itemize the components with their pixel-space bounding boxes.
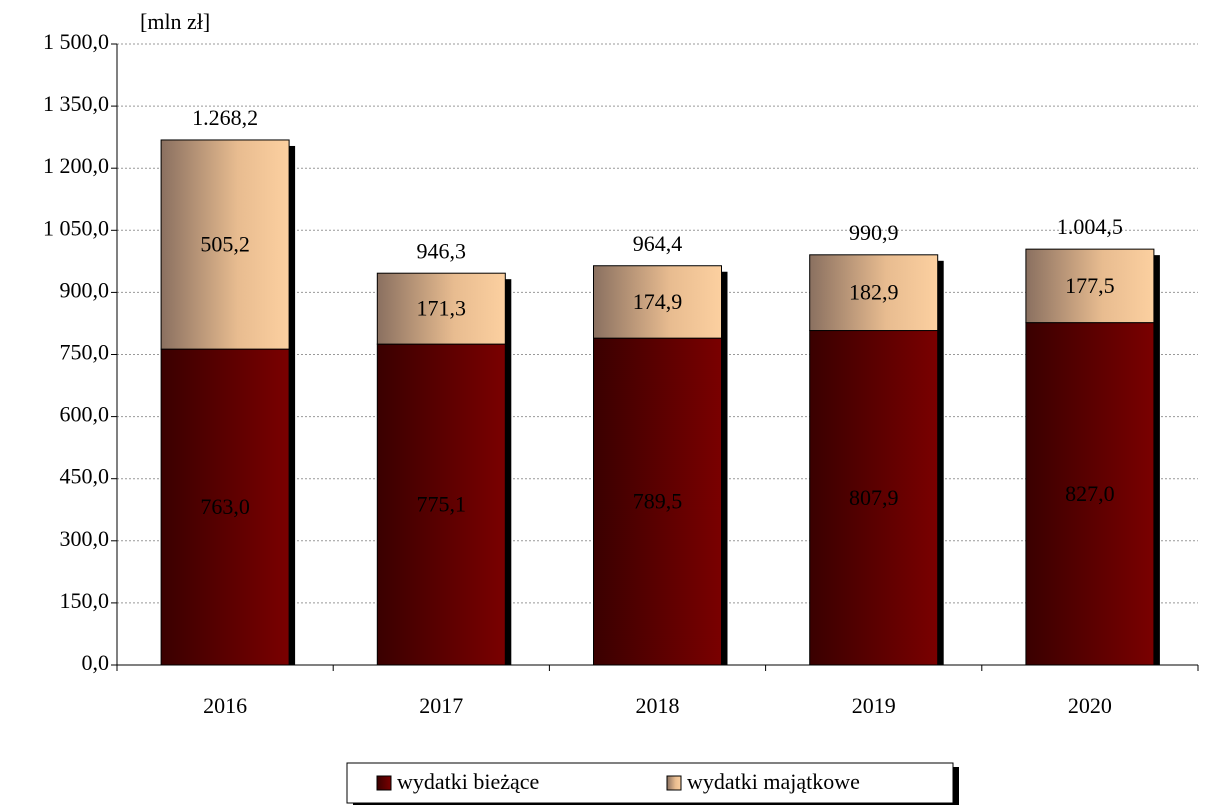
y-tick-label: 1 050,0 [43,215,109,240]
value-label: 775,1 [417,492,467,517]
total-label: 946,3 [417,238,467,263]
value-label: 171,3 [417,296,467,321]
value-label: 807,9 [849,485,899,510]
bar-segment [1025,322,1155,666]
value-label: 763,0 [200,494,250,519]
total-label: 1.268,2 [192,105,258,130]
y-tick-label: 900,0 [60,277,110,302]
legend-swatch [666,775,682,791]
y-tick-label: 300,0 [60,526,110,551]
bar-segment [160,348,290,666]
y-unit-label: [mln zł] [140,9,210,34]
bar-segment [809,254,939,332]
y-tick-label: 450,0 [60,464,110,489]
total-label: 990,9 [849,220,899,245]
y-tick-label: 1 200,0 [43,153,109,178]
y-tick-label: 750,0 [60,340,110,365]
value-label: 505,2 [200,232,250,257]
y-tick-label: 1 500,0 [43,29,109,54]
legend-swatch [376,775,392,791]
x-tick-label: 2019 [852,693,896,718]
legend-label: wydatki majątkowe [687,769,860,794]
y-tick-label: 150,0 [60,588,110,613]
bar-segment [376,272,506,345]
bar-segment [160,139,290,350]
total-label: 1.004,5 [1057,214,1123,239]
x-tick-label: 2020 [1068,693,1112,718]
y-tick-label: 600,0 [60,402,110,427]
legend [346,762,954,804]
value-label: 177,5 [1065,273,1115,298]
bar-segment [1025,248,1155,324]
total-label: 964,4 [633,231,683,256]
y-tick-label: 1 350,0 [43,91,109,116]
bar-segment [593,265,722,339]
bar-segment [376,343,506,666]
value-label: 182,9 [849,280,899,305]
value-label: 174,9 [633,289,683,314]
bar-segment [809,330,939,666]
bar-segment [593,337,722,666]
legend-label: wydatki bieżące [397,769,539,794]
x-tick-label: 2017 [419,693,463,718]
value-label: 789,5 [633,489,683,514]
x-tick-label: 2018 [636,693,680,718]
x-tick-label: 2016 [203,693,247,718]
y-tick-label: 0,0 [82,650,110,675]
value-label: 827,0 [1065,481,1115,506]
